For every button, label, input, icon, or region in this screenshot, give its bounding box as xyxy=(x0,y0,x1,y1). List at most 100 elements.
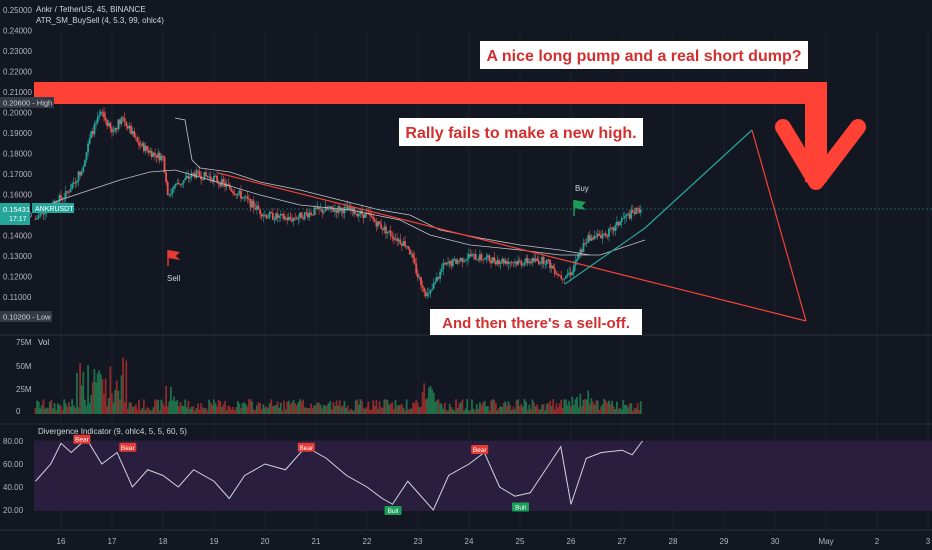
candle-body xyxy=(279,214,282,216)
candle-body xyxy=(418,277,421,278)
volume-bar xyxy=(36,400,38,414)
candle-body xyxy=(176,182,179,184)
volume-bar xyxy=(523,399,526,414)
volume-bar xyxy=(558,403,561,414)
candle-body xyxy=(394,238,397,240)
candle-body xyxy=(447,262,449,264)
candle-body xyxy=(136,137,139,143)
volume-bar xyxy=(539,409,542,414)
svg-text:Bear: Bear xyxy=(75,437,90,444)
volume-bar xyxy=(326,405,328,414)
volume-bar xyxy=(195,408,198,414)
volume-bar xyxy=(40,405,43,414)
candle-body xyxy=(128,125,131,129)
candle-body xyxy=(608,228,610,237)
candle-body xyxy=(179,184,182,186)
candle-body xyxy=(612,227,615,231)
volume-bar xyxy=(287,400,290,414)
volume-bar xyxy=(380,407,383,414)
time-tick-label: May xyxy=(818,537,833,546)
candle-body xyxy=(297,217,300,220)
volume-bar xyxy=(144,410,147,414)
volume-bar xyxy=(389,403,392,414)
volume-bar xyxy=(225,410,228,414)
divergence-tick-label: 60.00 xyxy=(3,460,24,469)
volume-bar xyxy=(106,406,109,414)
candle-body xyxy=(436,277,438,282)
candle-body xyxy=(514,261,516,263)
volume-bar xyxy=(294,403,297,414)
volume-bar xyxy=(45,407,48,414)
volume-bar xyxy=(544,410,547,414)
volume-bar xyxy=(286,401,289,414)
candle-body xyxy=(219,183,222,187)
candle-body xyxy=(126,126,129,129)
volume-bar xyxy=(240,408,242,414)
candle-body xyxy=(412,253,414,258)
time-tick-label: 25 xyxy=(516,537,525,546)
price-tick-label: 0.18000 xyxy=(3,150,32,159)
volume-bar xyxy=(56,403,59,414)
projection-up-line xyxy=(644,129,753,229)
volume-bar xyxy=(158,410,161,414)
candle-body xyxy=(340,207,343,212)
volume-bar xyxy=(289,404,292,414)
candle-body xyxy=(553,268,556,274)
volume-bar xyxy=(163,405,166,414)
candle-body xyxy=(552,265,555,269)
volume-bar xyxy=(297,402,300,414)
time-tick-label: 30 xyxy=(771,537,780,546)
price-tick-label: 0.22000 xyxy=(3,68,32,77)
candle-body xyxy=(34,219,37,220)
candle-body xyxy=(627,213,629,215)
candle-body xyxy=(216,175,218,182)
candle-body xyxy=(592,237,594,240)
volume-bar xyxy=(53,403,56,414)
volume-bar xyxy=(545,403,548,414)
volume-bar xyxy=(429,386,432,414)
volume-bar xyxy=(393,409,395,414)
price-tick-label: 0.23000 xyxy=(3,47,32,56)
candle-body xyxy=(189,177,191,179)
volume-bar xyxy=(405,399,408,414)
volume-bar xyxy=(372,400,375,414)
volume-bar xyxy=(490,400,492,414)
candle-body xyxy=(518,260,521,262)
volume-bar xyxy=(593,404,596,414)
volume-bar xyxy=(176,400,179,414)
candle-body xyxy=(437,277,440,279)
candle-body xyxy=(584,243,586,244)
volume-bar xyxy=(249,399,252,414)
volume-bar xyxy=(47,408,50,414)
svg-text:Rally fails to make a new high: Rally fails to make a new high. xyxy=(405,125,636,142)
candle-body xyxy=(123,118,126,122)
volume-bar xyxy=(485,406,488,414)
candle-body xyxy=(182,180,185,184)
volume-bar xyxy=(359,399,362,414)
volume-bar xyxy=(381,407,384,414)
volume-bar xyxy=(365,406,368,414)
candle-body xyxy=(458,260,461,262)
candle-body xyxy=(450,261,453,267)
candle-body xyxy=(64,191,67,198)
candle-body xyxy=(410,253,413,255)
candle-body xyxy=(345,206,348,208)
svg-text:Bear: Bear xyxy=(299,445,314,452)
volume-bar xyxy=(585,399,588,414)
volume-bar xyxy=(114,390,117,414)
candle-body xyxy=(515,261,518,265)
volume-bar xyxy=(375,400,378,414)
volume-bar xyxy=(60,405,62,414)
volume-bar xyxy=(571,396,574,414)
volume-bar xyxy=(475,404,478,414)
volume-bar xyxy=(456,408,459,414)
volume-bar xyxy=(507,401,510,414)
candle-body xyxy=(324,206,327,212)
volume-bar xyxy=(133,406,136,414)
candle-body xyxy=(240,190,242,199)
volume-bar xyxy=(471,399,473,414)
volume-bar xyxy=(450,407,453,414)
volume-bar xyxy=(85,405,88,414)
candle-body xyxy=(604,233,607,236)
